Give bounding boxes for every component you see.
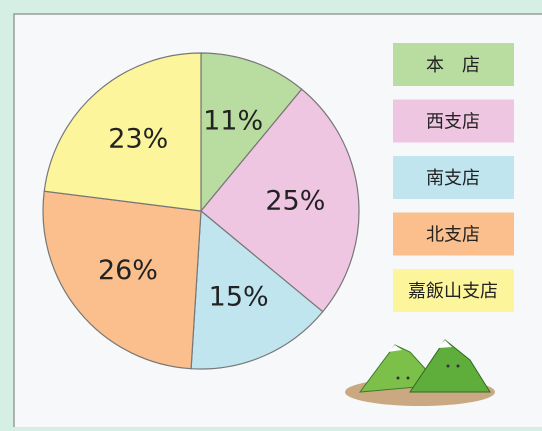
chart: 11% 25% 15% 26% 23% 本 店西支店南支店北支店嘉飯山支店 [0, 0, 542, 427]
legend-label: 南支店 [426, 168, 480, 189]
slice-label: 23% [108, 123, 168, 154]
slice-label: 11% [203, 105, 263, 136]
page: {"chart_data": {"type": "pie", "categori… [0, 0, 542, 427]
legend-label: 西支店 [426, 112, 480, 133]
slice-label: 26% [98, 255, 158, 286]
slice-label: 15% [209, 282, 269, 313]
legend-label: 北支店 [426, 225, 480, 246]
legend-label: 嘉飯山支店 [408, 281, 498, 302]
slice-label: 25% [265, 186, 325, 217]
legend-label: 本 店 [426, 55, 480, 76]
